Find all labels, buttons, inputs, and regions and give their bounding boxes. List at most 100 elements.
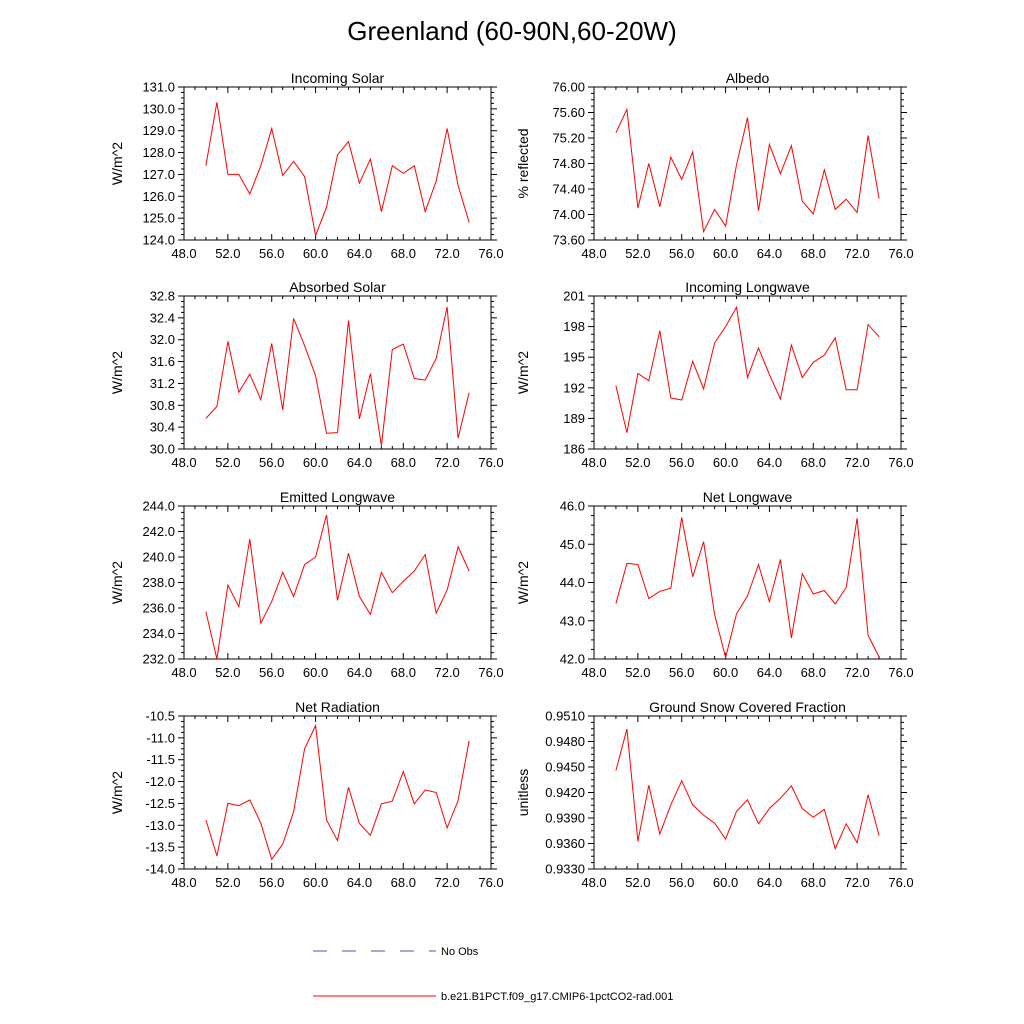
- y-tick-label: 75.60: [552, 105, 585, 120]
- y-tick-label: 74.40: [552, 182, 585, 197]
- y-tick-label: 31.6: [150, 354, 175, 369]
- x-tick-label: 52.0: [215, 875, 240, 890]
- x-tick-label: 68.0: [391, 455, 416, 470]
- x-tick-label: 56.0: [669, 246, 694, 261]
- x-tick-label: 48.0: [581, 875, 606, 890]
- panel-incoming-longwave: 48.0 52.0 56.0 60.0 64.0 68.0 72.0 76.0 186 189 19…: [515, 279, 914, 470]
- x-tick-label: 52.0: [625, 246, 650, 261]
- y-tick-label: 125.0: [142, 211, 175, 226]
- y-tick-label: -13.0: [145, 818, 175, 833]
- series-line: [615, 107, 880, 234]
- x-tick-label: 48.0: [581, 455, 606, 470]
- y-axis-label: W/m^2: [515, 561, 531, 604]
- x-tick-label: 72.0: [844, 246, 869, 261]
- x-tick-label: 52.0: [625, 875, 650, 890]
- x-tick-label: 64.0: [347, 455, 372, 470]
- y-tick-label: 232.0: [142, 652, 175, 667]
- y-tick-label: 234.0: [142, 626, 175, 641]
- x-tick-label: 64.0: [757, 246, 782, 261]
- y-axis-label: W/m^2: [109, 771, 125, 814]
- x-tick-label: 48.0: [171, 665, 196, 680]
- series-line: [205, 514, 470, 660]
- x-tick-label: 52.0: [215, 246, 240, 261]
- y-tick-label: 32.0: [150, 332, 175, 347]
- y-tick-label: 236.0: [142, 601, 175, 616]
- chart-panels: 48.0 52.0 56.0 60.0 64.0 68.0 72.0 76.0 124.0 125…: [109, 70, 914, 890]
- series-line: [205, 306, 470, 446]
- y-tick-label: 201: [563, 289, 585, 304]
- series-line: [205, 102, 470, 238]
- x-tick-label: 72.0: [844, 875, 869, 890]
- x-tick-label: 76.0: [888, 665, 913, 680]
- y-tick-label: 74.80: [552, 156, 585, 171]
- panel-title: Net Longwave: [703, 489, 793, 505]
- plot-frame: [183, 505, 492, 660]
- x-tick-label: 56.0: [669, 455, 694, 470]
- x-tick-label: 64.0: [347, 246, 372, 261]
- x-tick-label: 60.0: [713, 875, 738, 890]
- y-tick-label: 45.0: [560, 537, 585, 552]
- x-tick-label: 76.0: [478, 665, 503, 680]
- x-tick-label: 64.0: [347, 665, 372, 680]
- y-tick-label: 30.8: [150, 398, 175, 413]
- y-tick-label: 0.9390: [545, 811, 585, 826]
- plot-frame: [593, 295, 902, 450]
- series-line: [615, 517, 880, 658]
- x-tick-label: 56.0: [669, 665, 694, 680]
- legend-no-obs-label: No Obs: [441, 946, 479, 958]
- x-tick-label: 60.0: [303, 246, 328, 261]
- y-tick-label: 0.9360: [545, 836, 585, 851]
- y-axis-label: % reflected: [515, 128, 531, 198]
- x-tick-label: 76.0: [888, 875, 913, 890]
- panel-title: Ground Snow Covered Fraction: [649, 699, 846, 715]
- y-tick-label: 30.0: [150, 442, 175, 457]
- panel-title: Absorbed Solar: [289, 279, 386, 295]
- x-tick-label: 56.0: [259, 665, 284, 680]
- y-tick-label: 124.0: [142, 233, 175, 248]
- x-tick-label: 60.0: [713, 246, 738, 261]
- x-tick-label: 68.0: [391, 875, 416, 890]
- series-line: [615, 305, 880, 433]
- y-axis-label: W/m^2: [109, 142, 125, 185]
- plot-frame: [183, 86, 492, 241]
- y-tick-label: 0.9510: [545, 709, 585, 724]
- x-tick-label: 68.0: [391, 246, 416, 261]
- y-tick-label: 131.0: [142, 80, 175, 95]
- y-tick-label: 76.00: [552, 80, 585, 95]
- x-tick-label: 60.0: [303, 665, 328, 680]
- legend: No Obs b.e21.B1PCT.f09_g17.CMIP6-1pctCO2…: [313, 946, 673, 1003]
- y-tick-label: 43.0: [560, 613, 585, 628]
- x-tick-label: 72.0: [844, 455, 869, 470]
- y-tick-label: -11.5: [146, 752, 175, 767]
- y-tick-label: 0.9450: [545, 760, 585, 775]
- x-tick-label: 68.0: [801, 665, 826, 680]
- y-tick-label: 240.0: [142, 550, 175, 565]
- x-tick-label: 68.0: [801, 875, 826, 890]
- y-tick-label: 0.9420: [545, 785, 585, 800]
- y-tick-label: 128.0: [142, 145, 175, 160]
- y-tick-label: -12.0: [145, 774, 175, 789]
- y-tick-label: 30.4: [150, 420, 175, 435]
- series-line: [205, 723, 470, 861]
- y-tick-label: 129.0: [142, 123, 175, 138]
- y-tick-label: -11.0: [146, 730, 175, 745]
- x-tick-label: 60.0: [303, 455, 328, 470]
- x-tick-label: 48.0: [171, 455, 196, 470]
- y-tick-label: -14.0: [145, 862, 175, 877]
- x-tick-label: 60.0: [303, 875, 328, 890]
- x-tick-label: 52.0: [625, 455, 650, 470]
- x-tick-label: 76.0: [478, 246, 503, 261]
- y-tick-label: 238.0: [142, 575, 175, 590]
- panel-incoming-solar: 48.0 52.0 56.0 60.0 64.0 68.0 72.0 76.0 124.0 125…: [109, 70, 504, 261]
- x-tick-label: 52.0: [215, 455, 240, 470]
- y-tick-label: 32.8: [150, 289, 175, 304]
- y-axis-label: W/m^2: [515, 351, 531, 394]
- y-tick-label: 126.0: [142, 189, 175, 204]
- x-tick-label: 64.0: [347, 875, 372, 890]
- x-tick-label: 48.0: [171, 246, 196, 261]
- x-tick-label: 48.0: [581, 665, 606, 680]
- x-tick-label: 56.0: [669, 875, 694, 890]
- y-tick-label: 46.0: [560, 499, 585, 514]
- x-tick-label: 72.0: [434, 246, 459, 261]
